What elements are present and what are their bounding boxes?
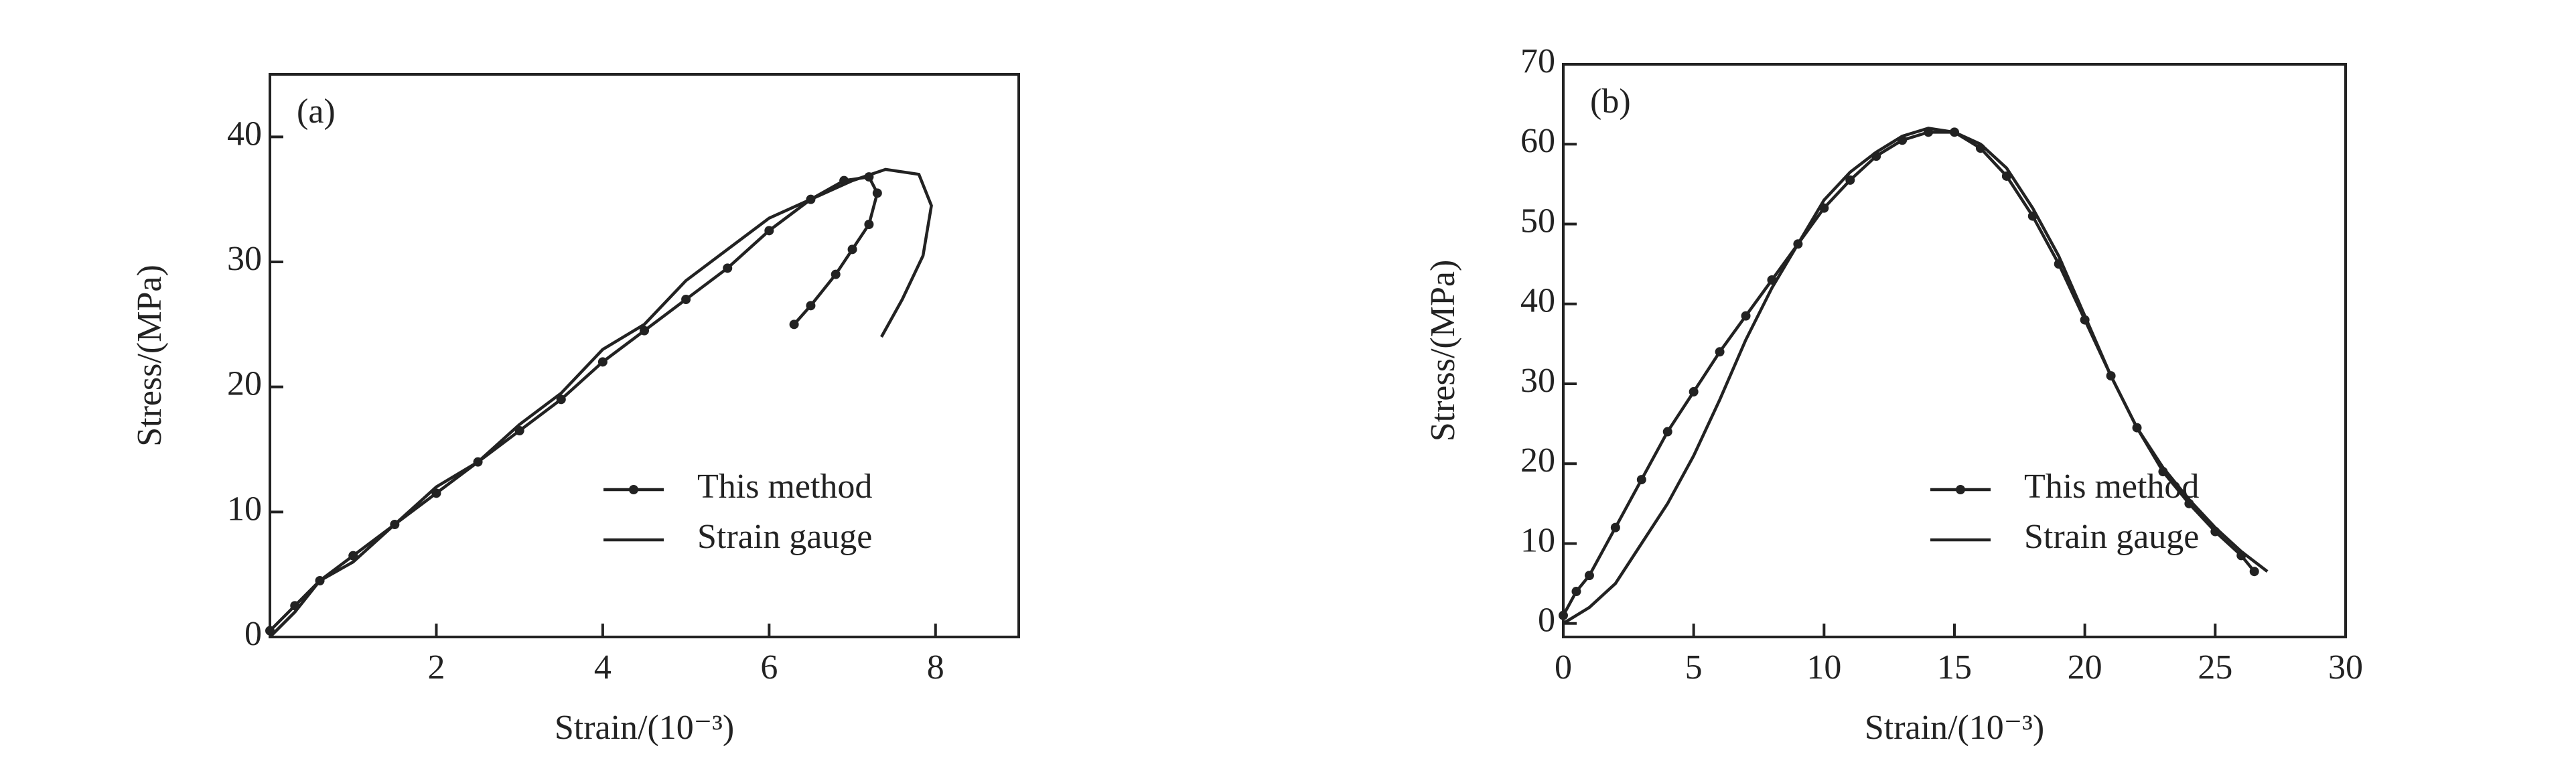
x-axis-label: Strain/(10⁻³) (1865, 709, 2044, 747)
data-point (681, 295, 691, 304)
data-line (269, 175, 879, 632)
data-point (831, 269, 841, 279)
legend-marker (629, 485, 638, 494)
y-tick-label: 60 (1520, 122, 1555, 160)
x-tick-label: 15 (1937, 648, 1972, 687)
data-line (269, 167, 933, 638)
data-point (1559, 610, 1568, 620)
y-tick-label: 40 (1520, 282, 1555, 320)
x-tick-label: 4 (594, 648, 612, 687)
data-point (1689, 386, 1699, 397)
data-line (1562, 127, 2269, 625)
data-point (847, 244, 857, 255)
plot-frame (1562, 63, 2347, 638)
data-point (1741, 311, 1751, 321)
data-point (872, 188, 882, 198)
data-point (640, 326, 649, 336)
data-point (597, 357, 607, 367)
y-axis-label: Stress/(MPa) (1424, 260, 1462, 442)
data-point (806, 301, 816, 311)
data-point (1662, 427, 1672, 437)
plot-frame (269, 73, 1020, 638)
panel-label: (b) (1590, 82, 1631, 121)
legend-label: Strain gauge (697, 518, 872, 556)
y-tick-label: 10 (1520, 521, 1555, 559)
y-tick-label: 20 (1520, 441, 1555, 480)
y-tick-label: 50 (1520, 202, 1555, 240)
data-point (764, 226, 774, 236)
x-tick-label: 0 (1555, 648, 1572, 687)
legend-marker (1956, 485, 1965, 494)
x-tick-label: 8 (927, 648, 944, 687)
chart: 2 4 6 8 0 10 20 30 40 Strain/(10⁻³) Stress/(MPa) (a… (131, 73, 1020, 747)
y-tick-label: 70 (1520, 42, 1555, 80)
x-tick-label: 30 (2328, 648, 2363, 687)
x-tick-label: 2 (427, 648, 445, 687)
y-tick-label: 30 (227, 240, 262, 278)
y-tick-label: 0 (244, 615, 262, 653)
x-tick-label: 10 (1806, 648, 1841, 687)
x-tick-label: 20 (2068, 648, 2102, 687)
chart: 0 5 10 15 20 25 30 0 10 20 30 40 50 60 70 Strain/(10⁻³)… (1424, 42, 2363, 747)
data-point (556, 395, 566, 405)
y-tick-label: 10 (227, 490, 262, 528)
y-tick-label: 0 (1538, 601, 1555, 640)
y-tick-label: 30 (1520, 362, 1555, 400)
data-point (864, 220, 874, 229)
x-tick-label: 25 (2198, 648, 2232, 687)
data-point (1636, 475, 1646, 485)
y-axis-label: Stress/(MPa) (131, 265, 169, 447)
y-tick-label: 40 (227, 115, 262, 153)
x-tick-label: 6 (760, 648, 778, 687)
data-point (1571, 587, 1581, 597)
x-axis-label: Strain/(10⁻³) (555, 709, 734, 747)
data-point (1610, 522, 1620, 532)
panel-label: (a) (297, 92, 336, 131)
legend-label: Strain gauge (2024, 518, 2199, 556)
data-point (1715, 347, 1725, 357)
y-tick-label: 20 (227, 365, 262, 403)
x-tick-label: 5 (1685, 648, 1703, 687)
data-point (789, 319, 799, 330)
legend-label: This method (697, 468, 872, 506)
data-point (1584, 571, 1594, 581)
data-point (723, 263, 733, 273)
data-point (2249, 567, 2259, 577)
data-point (1845, 175, 1855, 185)
legend-label: This method (2024, 468, 2199, 506)
